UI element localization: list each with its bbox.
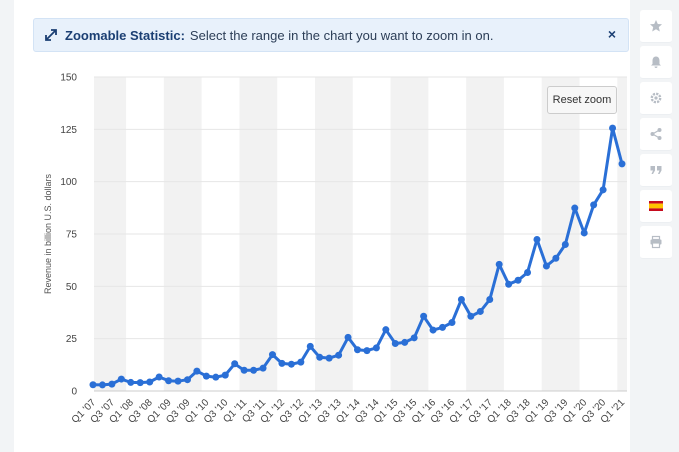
bell-icon [651, 56, 661, 68]
reset-zoom-button[interactable]: Reset zoom [547, 86, 617, 114]
data-point [250, 366, 258, 374]
data-point [335, 351, 343, 359]
data-point [240, 366, 248, 374]
data-point [278, 359, 286, 367]
data-point [155, 373, 163, 381]
data-point [231, 360, 239, 368]
data-point [183, 376, 191, 384]
data-point [117, 375, 125, 383]
data-point [552, 254, 560, 262]
y-axis-title: Revenue in billion U.S. dollars [43, 173, 53, 294]
data-point [486, 296, 494, 304]
data-point [391, 339, 399, 347]
data-point [136, 379, 144, 387]
data-point [476, 307, 484, 315]
gear-icon [650, 92, 662, 104]
expand-icon [45, 29, 57, 41]
data-point [571, 204, 579, 212]
data-point [259, 364, 267, 372]
data-point [363, 347, 371, 355]
data-point [372, 344, 380, 352]
y-tick-label: 100 [60, 177, 77, 188]
share-button[interactable] [640, 118, 672, 151]
data-point [505, 280, 513, 288]
data-point [287, 360, 295, 368]
cite-button[interactable] [640, 154, 672, 187]
data-point [410, 334, 418, 342]
flag-icon [649, 201, 663, 211]
y-tick-label: 75 [66, 230, 78, 241]
data-point [514, 276, 522, 284]
data-point [108, 380, 116, 388]
data-point [495, 260, 503, 268]
tool-sidebar [640, 10, 672, 262]
data-point [306, 342, 314, 350]
data-point [618, 160, 626, 168]
language-button[interactable] [640, 190, 672, 223]
data-point [202, 372, 210, 380]
data-point [174, 377, 182, 385]
data-point [344, 333, 352, 341]
close-icon[interactable]: × [607, 26, 616, 42]
data-point [561, 240, 569, 248]
y-tick-label: 0 [71, 387, 77, 398]
zoom-banner: Zoomable Statistic: Select the range in … [33, 18, 629, 52]
data-point [146, 378, 154, 386]
print-button[interactable] [640, 226, 672, 259]
data-point [439, 323, 447, 331]
data-point [401, 338, 409, 346]
data-point [467, 312, 475, 320]
quote-icon [650, 166, 662, 174]
data-point [127, 378, 135, 386]
data-point [98, 381, 106, 389]
y-tick-label: 25 [66, 334, 78, 345]
data-point [533, 235, 541, 243]
data-point [429, 326, 437, 334]
y-tick-label: 125 [60, 125, 77, 136]
data-point [268, 351, 276, 359]
data-point [221, 371, 229, 379]
data-point [316, 353, 324, 361]
data-point [580, 229, 588, 237]
banner-title: Zoomable Statistic: [65, 27, 185, 43]
y-tick-label: 150 [60, 73, 77, 84]
print-icon [650, 235, 662, 249]
data-point [193, 367, 201, 375]
data-point [609, 124, 617, 132]
star-icon [650, 20, 662, 32]
data-point [599, 186, 607, 194]
data-point [420, 312, 428, 320]
data-point [297, 358, 305, 366]
data-point [212, 373, 220, 381]
favorite-button[interactable] [640, 10, 672, 43]
share-icon [650, 128, 662, 140]
data-point [448, 319, 456, 327]
data-point [354, 346, 361, 354]
settings-button[interactable] [640, 82, 672, 115]
data-point [457, 296, 465, 304]
notification-button[interactable] [640, 46, 672, 79]
data-point [524, 269, 532, 277]
data-point [542, 262, 550, 270]
data-point [590, 201, 598, 209]
y-tick-label: 50 [66, 282, 78, 293]
data-point [89, 381, 97, 389]
data-point [325, 354, 333, 362]
data-point [165, 377, 173, 385]
banner-message: Select the range in the chart you want t… [189, 27, 494, 43]
data-point [382, 326, 390, 334]
